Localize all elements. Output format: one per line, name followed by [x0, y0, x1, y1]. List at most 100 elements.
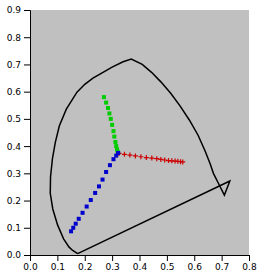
- y-axis-tick: 0.5: [7, 114, 30, 124]
- x-axis-tick-label: 0.5: [160, 262, 174, 272]
- point: [122, 152, 127, 157]
- x-axis-tick: 0.6: [188, 255, 203, 272]
- point-series: [69, 151, 120, 233]
- point: [149, 156, 154, 161]
- point: [74, 222, 78, 226]
- point: [97, 184, 101, 188]
- point: [127, 153, 132, 158]
- y-axis-tick: 0.2: [7, 196, 30, 206]
- x-axis-tick: 0.7: [215, 255, 229, 272]
- y-axis-tick-mark: [24, 37, 30, 38]
- x-axis-tick-mark: [194, 255, 195, 261]
- point: [180, 159, 185, 164]
- y-axis-line: [24, 11, 31, 256]
- point: [109, 117, 113, 121]
- point: [69, 229, 73, 233]
- point: [138, 154, 143, 159]
- x-axis-tick-mark: [57, 255, 58, 261]
- point-series: [116, 151, 185, 164]
- x-axis-tick-mark: [85, 255, 86, 261]
- point: [116, 151, 120, 155]
- point: [111, 129, 115, 133]
- x-axis-tick: 0.2: [78, 255, 92, 272]
- y-axis-tick-mark: [24, 10, 30, 11]
- point: [77, 217, 81, 221]
- x-axis-tick-mark: [112, 255, 113, 261]
- y-axis-tick-label: 0.6: [7, 87, 22, 97]
- x-axis-tick: 0.8: [242, 255, 257, 272]
- x-axis-tick: 0.5: [160, 255, 174, 272]
- point: [104, 101, 108, 105]
- x-axis-tick-label: 0.1: [51, 262, 65, 272]
- point: [104, 170, 108, 174]
- y-axis-tick-mark: [24, 64, 30, 65]
- y-axis-tick: 0.8: [7, 33, 30, 43]
- y-axis-tick: 0.1: [7, 223, 30, 233]
- x-axis-tick-mark: [249, 255, 250, 261]
- point: [85, 205, 89, 209]
- x-axis-tick-label: 0.6: [188, 262, 203, 272]
- plot: 0.00.10.20.30.40.50.60.70.80.00.10.20.30…: [7, 5, 257, 272]
- x-axis-tick: 0.4: [133, 255, 148, 272]
- point: [106, 106, 110, 110]
- x-axis-tick-label: 0.8: [242, 262, 257, 272]
- y-axis-tick-mark: [24, 146, 30, 147]
- point: [102, 95, 106, 99]
- y-axis-tick-label: 0.5: [7, 114, 21, 124]
- boundary-line: [50, 59, 230, 254]
- point: [154, 156, 159, 161]
- y-axis-tick-label: 0.8: [7, 33, 22, 43]
- point: [111, 157, 115, 161]
- x-axis-tick-mark: [140, 255, 141, 261]
- plot-background: [30, 10, 249, 255]
- x-axis-line: [31, 256, 250, 262]
- y-axis-tick: 0.4: [7, 141, 30, 151]
- point: [113, 140, 117, 144]
- x-axis-tick-label: 0.0: [23, 262, 38, 272]
- x-axis-tick-label: 0.3: [105, 262, 119, 272]
- y-axis-tick: 0.0: [7, 250, 30, 260]
- x-axis: 0.0 0.1 0.2 0.3 0.4 0.5 0.6 0.7 0.8: [23, 255, 257, 272]
- point: [133, 153, 138, 158]
- x-axis-tick-label: 0.2: [78, 262, 92, 272]
- y-axis-tick-label: 0.1: [7, 223, 21, 233]
- x-axis-tick: 0.0: [23, 255, 38, 272]
- y-axis: 0.0 0.1 0.2 0.3 0.4 0.5 0.6 0.7 0.8 0.9: [7, 5, 31, 260]
- x-axis-tick-mark: [222, 255, 223, 261]
- y-axis-tick-label: 0.7: [7, 60, 21, 70]
- x-axis-tick-mark: [167, 255, 168, 261]
- y-axis-tick-label: 0.2: [7, 196, 21, 206]
- point: [144, 155, 149, 160]
- chart: 0.00.10.20.30.40.50.60.70.80.00.10.20.30…: [0, 0, 261, 277]
- point: [112, 135, 116, 139]
- y-axis-tick-label: 0.0: [7, 250, 22, 260]
- point: [71, 226, 75, 230]
- marks: [50, 59, 230, 254]
- y-axis-tick: 0.7: [7, 60, 30, 70]
- point: [107, 111, 111, 115]
- point: [108, 163, 112, 167]
- y-axis-tick: 0.3: [7, 169, 30, 179]
- x-axis-tick-label: 0.7: [215, 262, 229, 272]
- point: [101, 178, 105, 182]
- x-axis-tick-label: 0.4: [133, 262, 148, 272]
- point: [93, 191, 97, 195]
- y-axis-tick-mark: [24, 201, 30, 202]
- y-axis-tick-mark: [24, 173, 30, 174]
- y-axis-tick-mark: [24, 255, 30, 256]
- point-series: [102, 95, 120, 155]
- point: [89, 198, 93, 202]
- y-axis-tick-mark: [24, 119, 30, 120]
- y-axis-tick-mark: [24, 92, 30, 93]
- point: [110, 123, 114, 127]
- y-axis-tick-label: 0.3: [7, 169, 21, 179]
- x-axis-tick: 0.3: [105, 255, 119, 272]
- y-axis-tick-mark: [24, 228, 30, 229]
- y-axis-tick: 0.9: [7, 5, 30, 15]
- point: [81, 211, 85, 215]
- y-axis-tick-label: 0.4: [7, 141, 22, 151]
- y-axis-tick-label: 0.9: [7, 5, 22, 15]
- x-axis-tick: 0.1: [51, 255, 65, 272]
- y-axis-tick: 0.6: [7, 87, 30, 97]
- point: [116, 151, 120, 155]
